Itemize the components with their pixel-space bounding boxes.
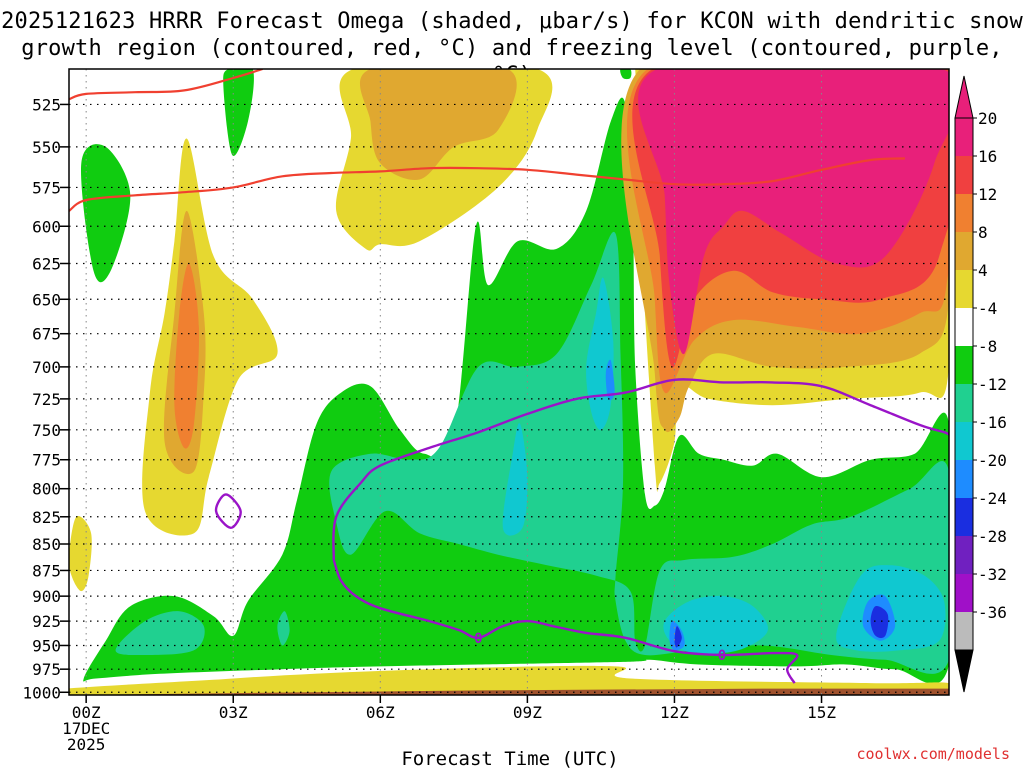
colorbar-label: -28	[978, 527, 1007, 546]
x-tick-label: 15Z	[807, 703, 836, 722]
colorbar-bin	[955, 270, 973, 308]
y-tick-label: 650	[32, 290, 61, 309]
freezing-label-1: 0	[718, 648, 726, 664]
y-tick-label: 1000	[22, 683, 61, 702]
colorbar-label: 4	[978, 261, 988, 280]
colorbar-label: 20	[978, 109, 997, 128]
y-tick-label: 575	[32, 178, 61, 197]
colorbar-max-arrow	[954, 75, 974, 119]
omega-region-neg10	[115, 611, 205, 656]
colorbar-label: -20	[978, 451, 1007, 470]
colorbar-bin	[955, 612, 973, 650]
colorbar-label: -8	[978, 337, 997, 356]
freezing-label-0: 0	[474, 631, 482, 647]
chart-title: 2025121623 HRRR Forecast Omega (shaded, …	[1, 9, 1023, 88]
freezing-contour-main	[332, 378, 949, 561]
x-tick-label: 12Z	[660, 703, 689, 722]
x-tick-label: 06Z	[366, 703, 395, 722]
colorbar-bin	[955, 156, 973, 194]
y-tick-label: 525	[32, 95, 61, 114]
omega-region-neg22	[870, 606, 889, 639]
plot-frame	[68, 68, 950, 696]
y-tick-label: 775	[32, 451, 61, 470]
colorbar-bin	[955, 574, 973, 612]
colorbar-label: -24	[978, 489, 1007, 508]
dgz-contour-lower	[69, 157, 905, 212]
colorbar-label: -36	[978, 603, 1007, 622]
colorbar: 20 16 12 8 4 -4 -8 -12 -16 -20 -24 -28 -32 -36	[954, 75, 1007, 693]
ground-surface	[69, 688, 949, 695]
y-tick-label: 850	[32, 535, 61, 554]
y-tick-label: 950	[32, 636, 61, 655]
y-tick-label: 975	[32, 660, 61, 679]
omega-region-neg6	[223, 69, 254, 156]
ground-layer	[69, 688, 949, 695]
colorbar-label: 16	[978, 147, 997, 166]
y-tick-label: 725	[32, 390, 61, 409]
y-tick-label: 700	[32, 358, 61, 377]
x-tick-label: 2025	[67, 735, 106, 754]
colorbar-label: 12	[978, 185, 997, 204]
x-tick-label: 00Z	[72, 703, 101, 722]
omega-region-neg14	[586, 277, 614, 430]
colorbar-bin	[955, 232, 973, 270]
omega-region-pos14	[174, 263, 200, 449]
y-tick-label: 675	[32, 325, 61, 344]
y-tick-label: 900	[32, 587, 61, 606]
colorbar-bin	[955, 194, 973, 232]
y-tick-label: 550	[32, 138, 61, 157]
omega-region-pos6	[69, 516, 92, 592]
colorbar-bin	[955, 346, 973, 384]
colorbar-label: 8	[978, 223, 988, 242]
colorbar-bin	[955, 536, 973, 574]
omega-region-pos6	[69, 665, 949, 695]
colorbar-bin	[955, 498, 973, 536]
colorbar-label: -16	[978, 413, 1007, 432]
colorbar-label: -12	[978, 375, 1007, 394]
y-tick-label: 825	[32, 508, 61, 527]
colorbar-bin	[955, 308, 973, 346]
omega-region-pos22	[638, 69, 949, 354]
omega-region-neg10	[277, 611, 290, 646]
colorbar-bin	[955, 118, 973, 156]
omega-region-neg6	[620, 69, 632, 80]
x-tick-label: 03Z	[219, 703, 248, 722]
omega-region-pos6	[512, 69, 531, 132]
freezing-contour-lower	[332, 559, 799, 684]
omega-region-neg6	[80, 144, 131, 283]
freezing-level-contours: 00	[214, 378, 949, 684]
y-tick-label: 625	[32, 254, 61, 273]
dgz-contours	[69, 69, 905, 212]
omega-region-neg18	[605, 359, 615, 401]
y-axis: 525 550 575 600 625 650 675 700 725 750 775 800 825 8…	[22, 95, 69, 702]
grid-lines	[69, 69, 949, 695]
y-tick-label: 600	[32, 217, 61, 236]
colorbar-min-arrow	[954, 649, 974, 693]
y-tick-label: 800	[32, 480, 61, 499]
y-tick-label: 925	[32, 612, 61, 631]
credit-link[interactable]: coolwx.com/models	[856, 745, 1010, 763]
omega-region-neg14	[663, 595, 768, 654]
colorbar-bin	[955, 384, 973, 422]
omega-region-pos10	[359, 69, 517, 180]
omega-region-neg10	[329, 231, 949, 674]
colorbar-label: -4	[978, 299, 997, 318]
omega-shading	[69, 69, 949, 695]
omega-region-neg14	[502, 423, 528, 536]
x-axis-title: Forecast Time (UTC)	[401, 748, 618, 768]
colorbar-bin	[955, 460, 973, 498]
y-tick-label: 875	[32, 561, 61, 580]
x-tick-label: 17DEC	[62, 719, 110, 738]
y-tick-label: 750	[32, 421, 61, 440]
x-tick-label: 09Z	[513, 703, 542, 722]
freezing-contour-loop	[214, 493, 242, 530]
colorbar-label: -32	[978, 565, 1007, 584]
omega-region-neg22	[674, 626, 682, 648]
colorbar-bin	[955, 422, 973, 460]
dgz-contour-upper	[69, 69, 263, 101]
